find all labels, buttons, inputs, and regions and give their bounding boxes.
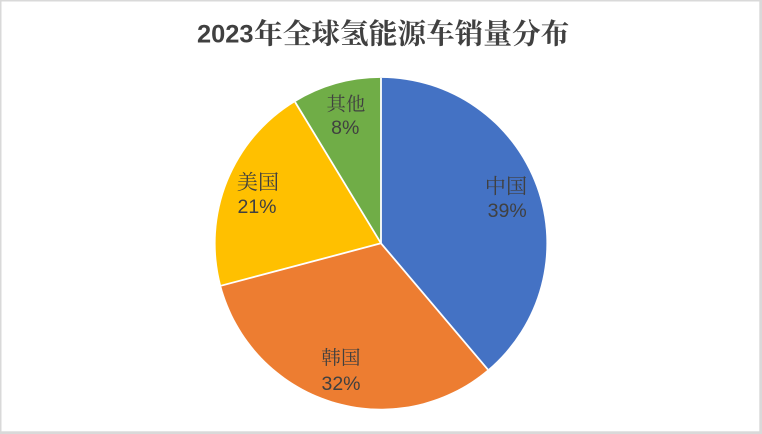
svg-text:32%: 32% [321,373,360,395]
svg-text:2023: 2023 [197,20,253,48]
svg-text:21%: 21% [237,196,276,218]
svg-text:8%: 8% [331,117,359,139]
svg-text:39%: 39% [488,200,527,222]
